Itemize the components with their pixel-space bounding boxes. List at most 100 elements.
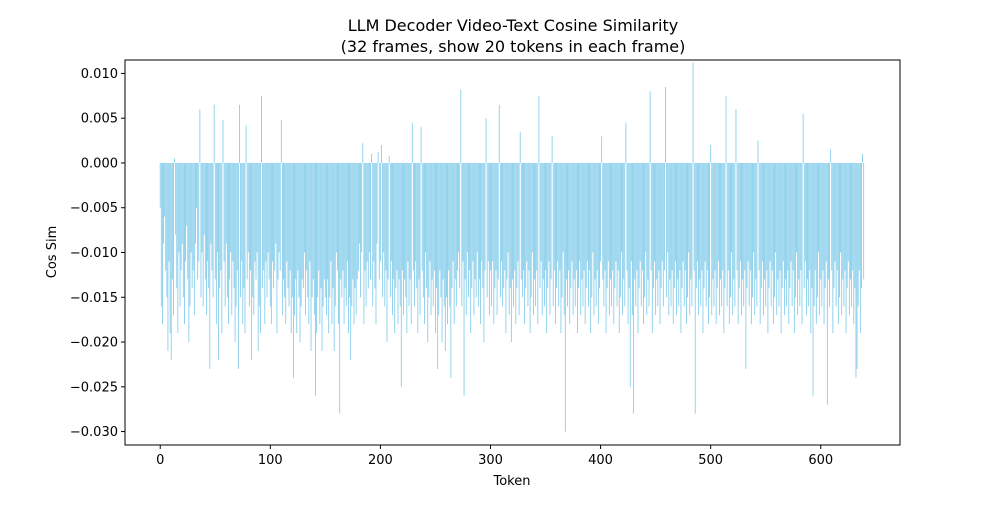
bar — [804, 162, 806, 262]
bar — [258, 162, 260, 307]
bar — [847, 162, 849, 262]
bar — [393, 162, 395, 280]
bar — [381, 145, 382, 163]
bar — [721, 162, 723, 307]
bar — [345, 162, 347, 307]
bar — [491, 162, 493, 307]
bar — [204, 162, 206, 280]
bar — [629, 162, 631, 387]
bar — [791, 162, 793, 307]
bar — [262, 162, 264, 289]
bar — [243, 162, 245, 289]
bar — [517, 162, 519, 262]
bar — [692, 62, 694, 163]
bar — [782, 162, 784, 262]
bar — [810, 162, 812, 334]
bar — [229, 162, 231, 280]
bar — [669, 162, 671, 280]
bar — [254, 162, 256, 262]
bar — [709, 162, 710, 298]
bar — [482, 162, 484, 289]
bar — [788, 162, 790, 325]
bar — [566, 162, 567, 280]
bar — [508, 162, 510, 316]
bar — [546, 162, 548, 334]
bar — [599, 162, 600, 289]
bar — [684, 162, 686, 271]
bar — [256, 162, 258, 253]
bar — [320, 162, 322, 289]
bar — [193, 162, 195, 316]
bar — [695, 162, 697, 289]
bar — [433, 162, 435, 271]
bar — [753, 162, 755, 253]
bar — [763, 162, 764, 316]
bar — [462, 162, 464, 262]
bar — [767, 162, 769, 334]
bar — [414, 162, 415, 307]
bar — [448, 162, 450, 271]
bar — [407, 162, 409, 262]
bar — [355, 162, 357, 316]
bar — [568, 162, 570, 271]
bar — [518, 162, 520, 316]
bar — [267, 162, 269, 253]
chart-subtitle: (32 frames, show 20 tokens in each frame… — [341, 37, 686, 56]
bar — [768, 162, 770, 289]
bar — [454, 162, 456, 280]
bar — [490, 162, 491, 271]
bar — [821, 162, 823, 307]
bar — [611, 162, 613, 307]
bar — [438, 162, 440, 316]
bar — [319, 162, 321, 325]
bar — [759, 162, 761, 325]
bar — [370, 162, 371, 280]
bar — [350, 162, 352, 360]
bar — [255, 162, 257, 280]
bar — [408, 162, 410, 307]
bar — [636, 162, 638, 271]
bar — [453, 162, 455, 325]
bar — [279, 162, 281, 271]
bar — [536, 162, 538, 271]
bar — [451, 162, 453, 289]
bar — [161, 162, 163, 325]
bar — [771, 162, 773, 271]
bar — [169, 162, 171, 334]
bar — [861, 162, 862, 289]
bar — [862, 154, 864, 163]
x-tick-label: 200 — [368, 453, 393, 468]
bar — [510, 162, 512, 343]
y-tick-label: −0.025 — [70, 380, 118, 395]
bar — [513, 162, 515, 307]
bar — [582, 162, 584, 307]
bar — [323, 162, 325, 280]
bar — [521, 162, 523, 298]
bar — [520, 162, 522, 280]
bar — [736, 162, 738, 271]
bar — [853, 162, 855, 325]
bar — [487, 162, 489, 262]
bar — [779, 162, 781, 271]
bar — [211, 162, 213, 271]
bar — [523, 162, 524, 271]
bar — [244, 162, 246, 334]
bar — [450, 162, 452, 378]
bar — [625, 122, 627, 163]
bar — [738, 162, 740, 289]
bar — [732, 162, 734, 316]
bar — [352, 162, 354, 280]
bar — [797, 162, 799, 316]
x-tick-label: 100 — [258, 453, 283, 468]
bar — [426, 162, 428, 289]
bar — [845, 162, 847, 334]
bar — [770, 162, 772, 307]
bar — [575, 162, 577, 271]
bar — [202, 162, 204, 307]
bar — [412, 162, 414, 271]
bar — [399, 162, 401, 307]
bar — [778, 162, 780, 307]
y-tick-label: 0.005 — [81, 112, 118, 127]
bar — [619, 162, 621, 298]
bar — [630, 162, 632, 262]
